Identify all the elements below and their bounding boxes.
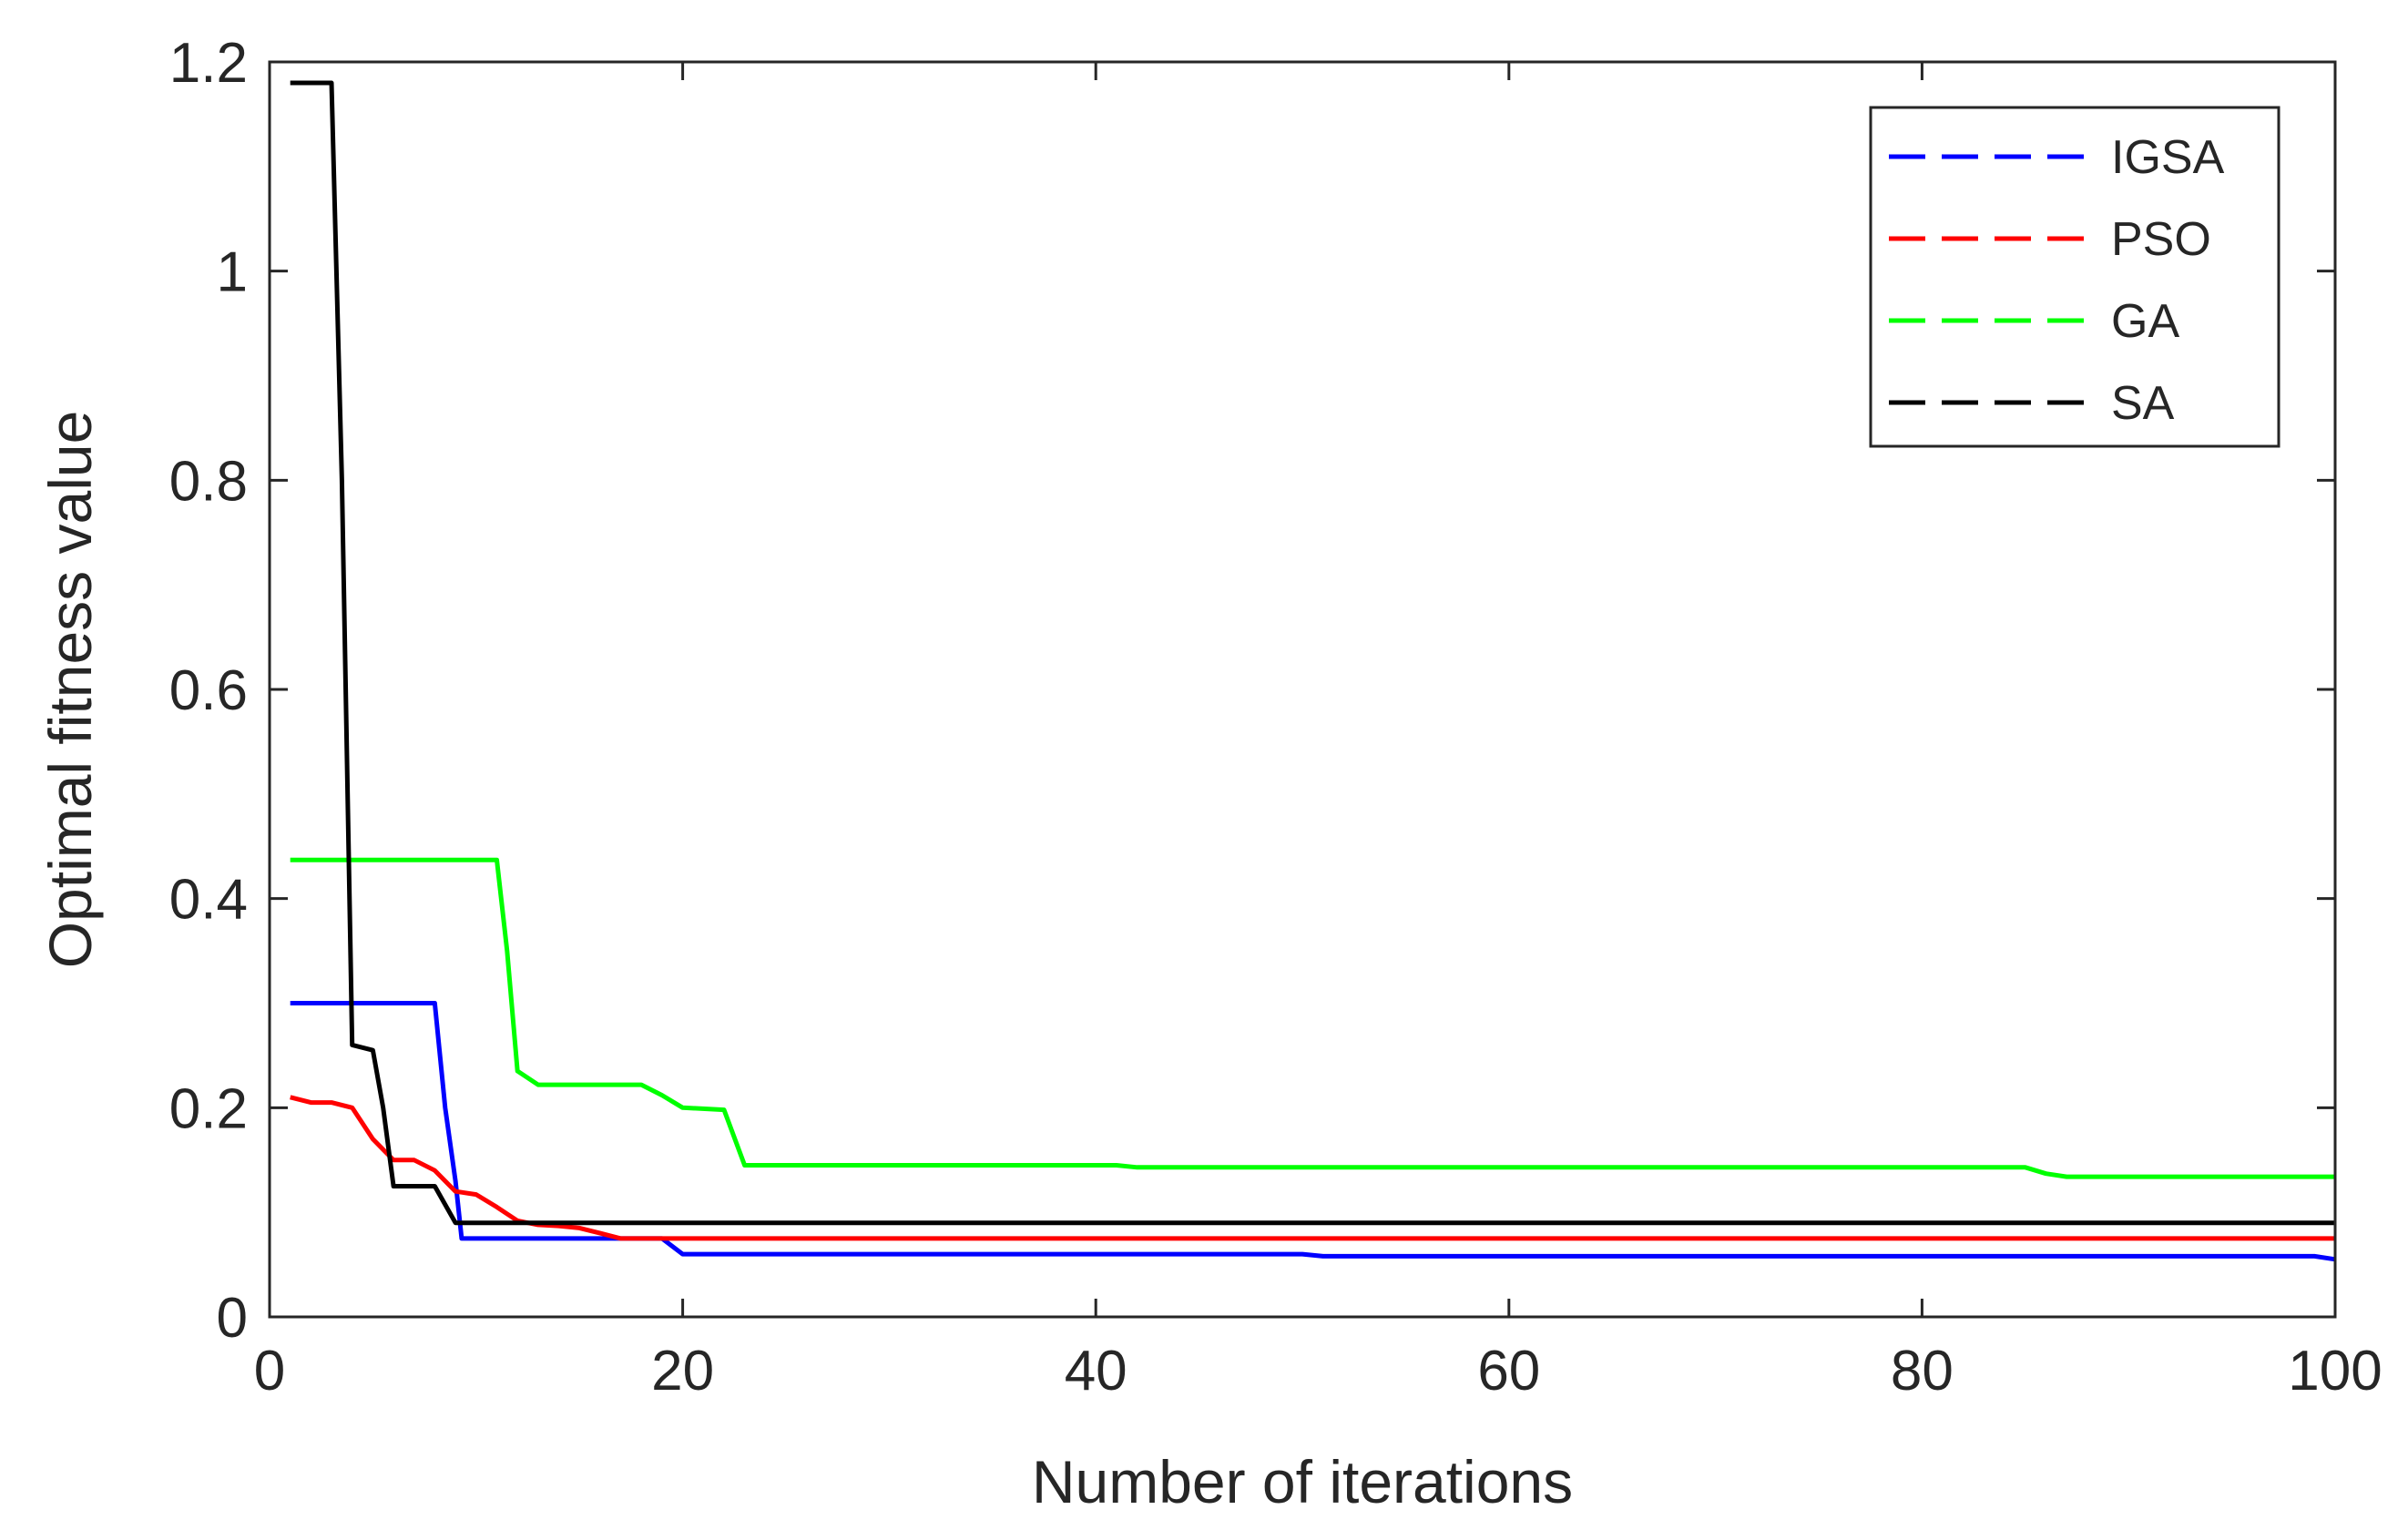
x-tick-label: 100 [2288, 1340, 2382, 1402]
legend-label-ga: GA [2111, 295, 2179, 348]
axis-layer: 0 20 40 60 80 100 0 0.2 0.4 0.6 0.8 1 1.2 [169, 32, 2382, 1402]
x-axis-label: Number of iterations [1032, 1448, 1573, 1515]
legend-label-igsa: IGSA [2111, 131, 2225, 184]
legend-box [1869, 106, 2280, 448]
x-tick-label: 80 [1891, 1340, 1954, 1402]
legend-label-sa: SA [2111, 377, 2175, 430]
legend-label-pso: PSO [2111, 213, 2211, 266]
x-tick-label: 60 [1477, 1340, 1540, 1402]
y-tick-label: 0.2 [169, 1077, 248, 1140]
series-layer [290, 80, 2336, 1262]
y-tick-label: 0.4 [169, 869, 248, 932]
x-tick-label: 0 [254, 1340, 285, 1402]
legend: IGSA PSO GA SA [1869, 106, 2280, 448]
series-line-pso [290, 1095, 2335, 1241]
y-axis-label: Optimal fitness value [36, 411, 104, 969]
y-tick-label: 0.8 [169, 450, 248, 513]
series-line-ga [290, 857, 2335, 1179]
y-tick-label: 1.2 [169, 32, 248, 95]
y-tick-label: 1 [217, 241, 248, 304]
y-tick-label: 0 [217, 1287, 248, 1350]
x-tick-label: 20 [651, 1340, 714, 1402]
x-tick-label: 40 [1065, 1340, 1127, 1402]
series-line-sa [290, 80, 2335, 1226]
y-tick-label: 0.6 [169, 659, 248, 722]
